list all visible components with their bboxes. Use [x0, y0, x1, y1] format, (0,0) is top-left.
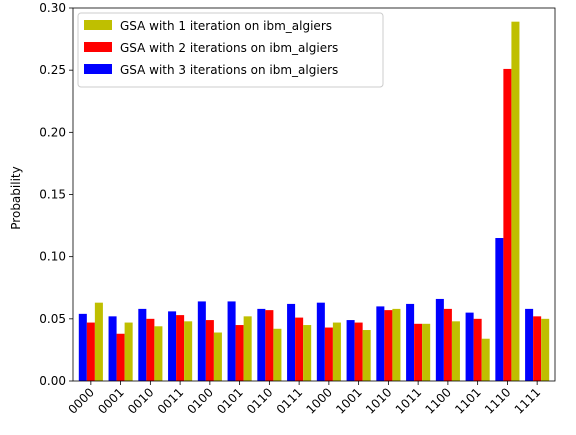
x-tick-label: 1110 [482, 385, 513, 416]
bar-1111-series-2 [541, 318, 550, 381]
legend-swatch [84, 42, 112, 52]
y-tick-label: 0.25 [39, 63, 66, 77]
x-tick-label: 0110 [244, 385, 275, 416]
bar-1011-series-0 [406, 303, 415, 381]
bar-1000-series-0 [316, 302, 325, 381]
x-tick-label: 1011 [393, 385, 424, 416]
y-tick-label: 0.20 [39, 125, 66, 139]
x-tick-label: 1001 [333, 385, 364, 416]
bar-1110-series-1 [503, 68, 512, 381]
bar-0010-series-1 [146, 318, 155, 381]
y-tick-label: 0.10 [39, 250, 66, 264]
bar-0100-series-2 [213, 332, 222, 381]
x-axis: 0000000100100011010001010110011110001001… [65, 381, 543, 417]
bar-0111-series-2 [303, 325, 312, 381]
y-tick-label: 0.15 [39, 188, 66, 202]
bar-1001-series-2 [362, 330, 371, 381]
bar-1011-series-2 [422, 323, 431, 381]
bar-1111-series-1 [533, 316, 542, 381]
x-tick-label: 0001 [95, 385, 126, 416]
bar-0001-series-2 [124, 322, 133, 381]
y-axis-label: Probability [9, 166, 23, 229]
x-tick-label: 1111 [512, 385, 543, 416]
legend-swatch [84, 20, 112, 30]
bar-1101-series-0 [465, 312, 474, 381]
legend-label: GSA with 3 iterations on ibm_algiers [120, 63, 338, 77]
bar-0010-series-2 [154, 326, 163, 381]
y-tick-label: 0.00 [39, 374, 66, 388]
y-axis: 0.00 0.05 0.10 0.15 0.20 0.25 0.30 [39, 1, 73, 388]
legend: GSA with 1 iteration on ibm_algiers GSA w… [77, 12, 384, 88]
bar-1101-series-2 [481, 338, 490, 381]
x-tick-label: 0101 [214, 385, 245, 416]
bar-1010-series-1 [384, 310, 393, 381]
bar-1111-series-0 [525, 308, 534, 381]
bar-1001-series-0 [346, 320, 355, 381]
bar-0110-series-2 [273, 328, 282, 381]
bar-0101-series-1 [235, 325, 244, 381]
bar-1001-series-1 [354, 322, 363, 381]
bar-0011-series-2 [184, 321, 193, 381]
legend-swatch [84, 64, 112, 74]
y-tick-label: 0.05 [39, 312, 66, 326]
x-tick-label: 1101 [452, 385, 483, 416]
bar-0001-series-1 [116, 333, 125, 381]
x-tick-label: 0011 [155, 385, 186, 416]
bar-0100-series-0 [197, 301, 206, 381]
x-tick-label: 1000 [303, 385, 334, 416]
x-tick-label: 0010 [125, 385, 156, 416]
bar-0111-series-0 [287, 303, 296, 381]
x-tick-label: 0111 [274, 385, 305, 416]
legend-label: GSA with 2 iterations on ibm_algiers [120, 41, 338, 55]
bar-0111-series-1 [295, 317, 304, 381]
bar-1000-series-2 [332, 322, 341, 381]
bar-1110-series-2 [511, 21, 520, 381]
x-tick-label: 1100 [423, 385, 454, 416]
plot-area [78, 21, 550, 381]
bar-0110-series-0 [257, 308, 266, 381]
bar-0100-series-1 [205, 320, 214, 381]
axes-frame [72, 7, 556, 382]
bar-0011-series-0 [168, 311, 177, 381]
x-tick-label: 1010 [363, 385, 394, 416]
bar-1100-series-2 [451, 321, 460, 381]
bar-0000-series-1 [86, 322, 95, 381]
bar-0110-series-1 [265, 310, 274, 381]
bar-1000-series-1 [324, 327, 333, 381]
bar-0101-series-0 [227, 301, 236, 381]
bar-1011-series-1 [414, 323, 423, 381]
bar-1110-series-0 [495, 238, 504, 381]
y-tick-label: 0.30 [39, 1, 66, 15]
bar-0101-series-2 [243, 316, 252, 381]
bar-1010-series-0 [376, 306, 385, 381]
bar-0001-series-0 [108, 316, 117, 381]
legend-box [77, 12, 384, 88]
bar-0000-series-2 [94, 302, 103, 381]
bar-0010-series-0 [138, 308, 147, 381]
x-tick-label: 0000 [65, 385, 96, 416]
bar-1010-series-2 [392, 308, 401, 381]
legend-label: GSA with 1 iteration on ibm_algiers [120, 19, 332, 33]
bar-1101-series-1 [473, 318, 482, 381]
x-tick-label: 0100 [184, 385, 215, 416]
bar-1100-series-1 [443, 308, 452, 381]
bar-0000-series-0 [78, 313, 87, 381]
bar-0011-series-1 [176, 315, 185, 381]
bar-1100-series-0 [435, 298, 444, 381]
